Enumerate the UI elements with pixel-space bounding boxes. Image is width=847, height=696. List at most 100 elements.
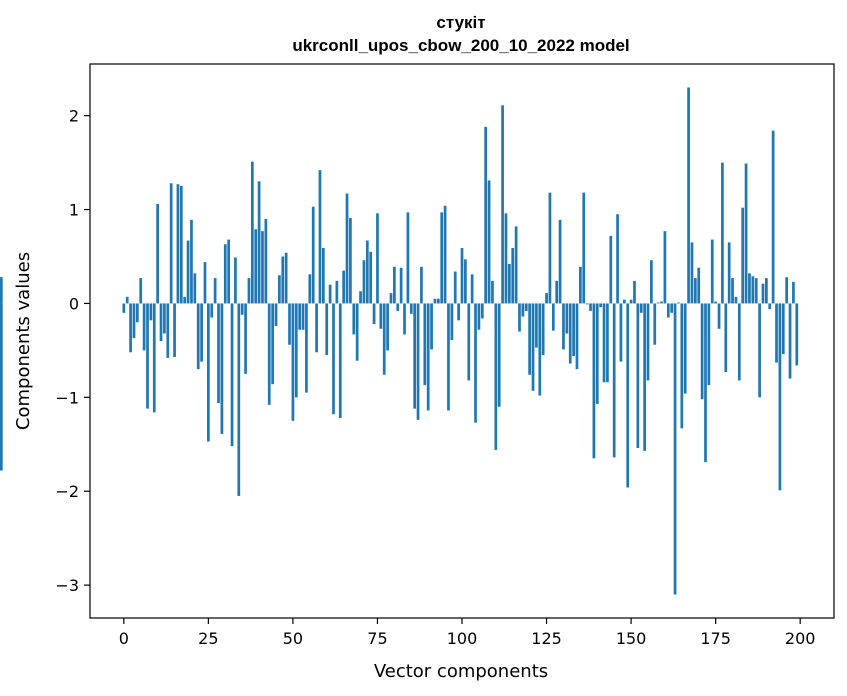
x-tick-label-150: 150 — [616, 629, 647, 648]
bar-22 — [196, 303, 200, 370]
bar-39 — [254, 229, 258, 304]
bar-0 — [122, 303, 126, 313]
bar-134 — [575, 303, 579, 370]
bar-119 — [524, 303, 528, 311]
bar-125 — [545, 293, 548, 304]
bar-197 — [788, 303, 792, 379]
bar-72 — [365, 240, 369, 304]
bar-105 — [477, 303, 481, 330]
y-axis-ticks: −3 −2 −1 0 1 2 — [55, 107, 90, 595]
bar-117 — [518, 303, 521, 332]
bar-27 — [213, 278, 217, 304]
bar-108 — [487, 180, 491, 304]
bar-21 — [193, 273, 197, 304]
bar-155 — [646, 303, 650, 381]
bar-192 — [771, 130, 775, 304]
bar-33 — [234, 257, 237, 304]
bar-65 — [342, 270, 345, 304]
bar-127 — [551, 303, 555, 331]
bar-100 — [460, 248, 464, 304]
bar-48 — [284, 252, 288, 304]
bar-24 — [203, 262, 207, 304]
x-tick-label-50: 50 — [283, 629, 303, 648]
bar-84 — [406, 212, 410, 304]
bar-143 — [606, 303, 609, 383]
bar-76 — [379, 303, 383, 329]
bar-94 — [440, 212, 444, 304]
bar-73 — [369, 251, 373, 304]
bar-78 — [386, 303, 389, 351]
bar-186 — [751, 276, 755, 304]
bar-153 — [639, 303, 643, 313]
bar-59 — [321, 248, 325, 304]
bar-142 — [602, 303, 606, 383]
x-tick-label-125: 125 — [531, 629, 562, 648]
bar-130 — [562, 303, 565, 350]
bar-41 — [261, 231, 264, 304]
bar-86 — [413, 303, 417, 409]
x-tick-label-0: 0 — [119, 629, 129, 648]
bar-156 — [650, 260, 653, 304]
bar-189 — [761, 283, 765, 304]
bar-40 — [257, 181, 261, 304]
bar-154 — [643, 303, 646, 451]
bar-36 — [244, 303, 247, 374]
bar-136 — [582, 192, 586, 304]
bar-107 — [484, 126, 488, 304]
bar-75 — [376, 213, 379, 304]
bar-19 — [186, 240, 190, 304]
y-axis-label: Components values — [13, 252, 34, 430]
bar-198 — [792, 281, 795, 304]
bar-74 — [372, 303, 376, 325]
x-axis-label: Vector components — [374, 661, 548, 682]
bar-190 — [765, 278, 768, 304]
bar-55 — [308, 274, 312, 304]
bar-23 — [200, 303, 203, 362]
x-tick-label-175: 175 — [700, 629, 731, 648]
bar-46 — [278, 275, 281, 304]
bar-174 — [710, 239, 714, 304]
bar-171 — [700, 303, 704, 400]
bar-30 — [223, 244, 227, 304]
bar-193 — [775, 303, 778, 363]
bar-157 — [653, 303, 657, 345]
bar-182 — [737, 303, 741, 381]
bar-179 — [727, 242, 731, 304]
bar-118 — [521, 303, 525, 317]
bar-104 — [474, 303, 477, 423]
bar-67 — [349, 217, 352, 304]
bar-26 — [210, 303, 214, 318]
bar-77 — [382, 303, 386, 375]
bar-111 — [497, 303, 501, 407]
bar-148 — [622, 299, 626, 304]
bar-44 — [271, 303, 274, 385]
bar-158 — [656, 302, 660, 304]
bar-170 — [697, 267, 701, 304]
bar-169 — [693, 278, 697, 304]
bar-49 — [288, 303, 291, 345]
bar-57 — [315, 303, 318, 353]
bar-121 — [531, 303, 535, 391]
bar-82 — [399, 267, 403, 304]
bar-93 — [436, 298, 440, 304]
bar-91 — [430, 303, 433, 350]
bar-64 — [338, 303, 342, 418]
bar-168 — [690, 242, 694, 304]
bar-152 — [636, 303, 640, 449]
bar-122 — [535, 303, 538, 348]
bars-group — [0, 87, 799, 595]
bar-63 — [335, 280, 339, 304]
bar-99 — [457, 303, 460, 321]
bar-162 — [670, 303, 674, 313]
bar-14 — [169, 183, 173, 304]
bar-47 — [281, 256, 285, 304]
bar-106 — [480, 303, 484, 319]
x-tick-label-75: 75 — [367, 629, 387, 648]
bar-172 — [704, 303, 707, 463]
bar-42 — [264, 218, 268, 304]
bar-54 — [305, 303, 308, 393]
bar-178 — [724, 303, 728, 372]
bar-52 — [298, 303, 302, 330]
bar-3 — [132, 303, 136, 339]
bar-146 — [616, 214, 619, 304]
